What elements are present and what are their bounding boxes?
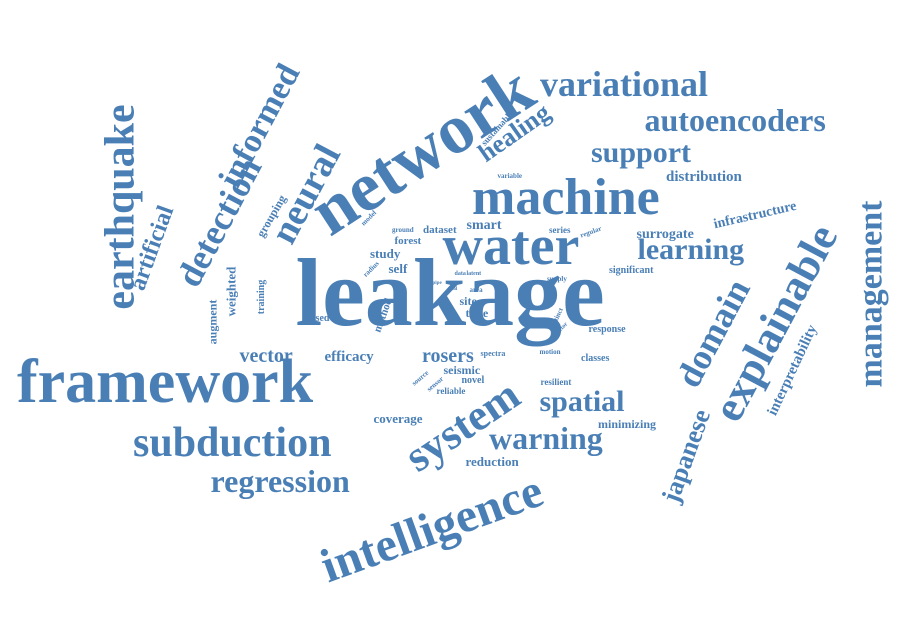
word-smart: smart: [466, 218, 502, 233]
word-study: study: [370, 245, 401, 261]
word-site: site: [459, 294, 477, 308]
word-water: water: [442, 215, 580, 277]
word-based: based: [305, 313, 330, 324]
word-infrastructure: infrastructure: [711, 198, 798, 233]
word-regular: regular: [579, 224, 603, 240]
word-surrogate: surrogate: [636, 227, 694, 242]
word-motion: motion: [539, 347, 561, 356]
word-novel: novel: [461, 375, 485, 386]
word-intelligence: intelligence: [313, 463, 550, 594]
word-rosers: rosers: [422, 345, 474, 367]
word-machine: machine: [472, 169, 660, 226]
word-augment: augment: [204, 299, 219, 345]
word-dataset: dataset: [423, 223, 457, 236]
word-reliable: reliable: [436, 385, 466, 396]
word-variational: variational: [540, 64, 708, 104]
word-response: response: [588, 324, 626, 335]
word-real: real: [449, 286, 458, 292]
word-seismic: seismic: [443, 363, 481, 377]
word-resilient: resilient: [540, 376, 572, 387]
word-efficacy: efficacy: [324, 348, 374, 365]
word-spatial: spatial: [539, 385, 625, 418]
word-regression: regression: [210, 463, 350, 499]
word-training: training: [256, 279, 268, 315]
word-support: support: [591, 136, 692, 169]
word-autoencoders: autoencoders: [644, 102, 826, 138]
word-significant: significant: [609, 265, 654, 276]
word-warning: warning: [489, 420, 603, 456]
word-japanese: japanese: [655, 405, 716, 507]
word-self: self: [388, 260, 408, 276]
word-management: management: [851, 200, 889, 388]
word-leakage: leakage: [295, 239, 605, 346]
word-framework: framework: [17, 348, 314, 416]
word-vector: vector: [239, 345, 293, 367]
word-learning: learning: [637, 233, 745, 266]
word-subduction: subduction: [133, 420, 332, 466]
word-variable: variable: [497, 171, 523, 180]
word-ground: ground: [392, 225, 414, 234]
word-spectra: spectra: [480, 349, 506, 358]
word-distribution: distribution: [666, 168, 742, 185]
word-area: area: [469, 285, 483, 294]
word-weighted: weighted: [223, 266, 239, 316]
word-classes: classes: [581, 353, 610, 364]
word-supply: supply: [547, 274, 567, 283]
word-coverage: coverage: [373, 410, 423, 426]
word-time: time: [465, 306, 489, 320]
word-data: data: [454, 271, 466, 277]
word-forest: forest: [394, 234, 422, 247]
word-pipe: pipe: [432, 280, 442, 286]
word-series: series: [549, 224, 571, 235]
word-minimizing: minimizing: [598, 417, 657, 431]
word-reduction: reduction: [465, 453, 519, 469]
word-latent: latent: [466, 271, 482, 277]
